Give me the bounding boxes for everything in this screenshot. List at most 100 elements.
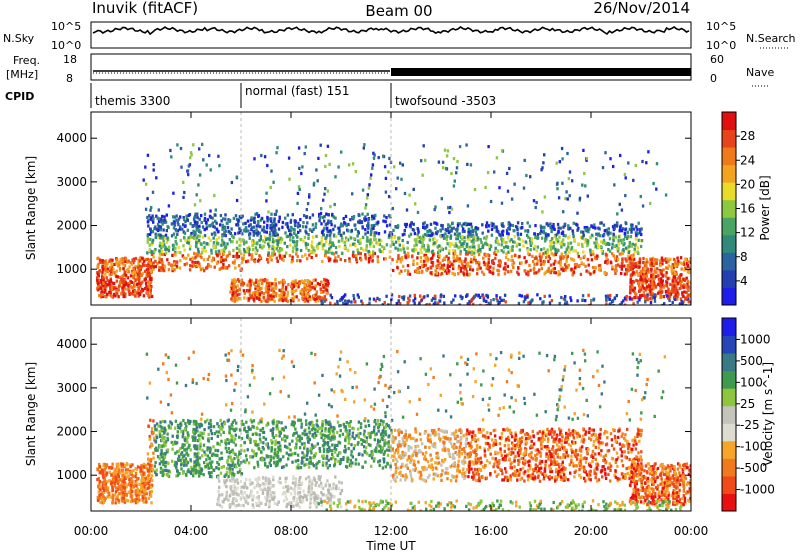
heatmap-cell <box>571 229 574 233</box>
heatmap-cell <box>105 472 108 476</box>
heatmap-cell <box>233 284 236 288</box>
heatmap-cell <box>354 170 357 174</box>
heatmap-cell <box>106 261 109 265</box>
heatmap-cell <box>427 248 430 252</box>
heatmap-cell <box>227 447 230 451</box>
heatmap-cell <box>193 203 197 207</box>
heatmap-cell <box>117 474 120 479</box>
heatmap-cell <box>254 295 257 299</box>
heatmap-cell <box>646 298 649 302</box>
heatmap-cell <box>393 165 396 169</box>
heatmap-cell <box>324 164 327 169</box>
heatmap-cell <box>661 279 664 283</box>
heatmap-cell <box>320 222 323 226</box>
heatmap-cell <box>357 295 360 299</box>
heatmap-cell <box>99 471 103 475</box>
heatmap-cell <box>413 232 417 236</box>
heatmap-cell <box>127 289 131 293</box>
heatmap-cell <box>192 471 196 475</box>
heatmap-cell <box>650 273 653 277</box>
heatmap-cell <box>469 232 472 236</box>
heatmap-cell <box>604 241 607 246</box>
heatmap-cell <box>155 176 158 180</box>
heatmap-cell <box>109 283 113 287</box>
heatmap-cell <box>307 236 310 240</box>
heatmap-cell <box>370 173 373 177</box>
heatmap-cell <box>106 267 109 271</box>
heatmap-cell <box>209 463 213 467</box>
heatmap-cell <box>160 258 163 262</box>
heatmap-cell <box>101 474 105 478</box>
heatmap-cell <box>238 248 241 252</box>
heatmap-cell <box>316 282 320 286</box>
heatmap-cell <box>195 460 198 464</box>
heatmap-cell <box>659 259 662 263</box>
heatmap-cell <box>302 225 305 229</box>
heatmap-cell <box>620 301 623 305</box>
heatmap-cell <box>675 272 678 276</box>
heatmap-cell <box>152 419 155 423</box>
heatmap-cell <box>270 253 274 257</box>
heatmap-cell <box>461 295 464 300</box>
heatmap-cell <box>143 259 146 263</box>
heatmap-cell <box>286 245 289 249</box>
heatmap-cell <box>149 237 152 241</box>
heatmap-cell <box>407 269 410 273</box>
heatmap-cell <box>397 299 400 303</box>
heatmap-cell <box>657 291 660 295</box>
heatmap-cell <box>623 231 627 236</box>
heatmap-cell <box>366 196 369 200</box>
heatmap-cell <box>141 484 144 488</box>
heatmap-cell <box>251 291 255 295</box>
heatmap-cell <box>458 145 462 149</box>
heatmap-cell <box>286 290 289 294</box>
heatmap-cell <box>207 466 211 470</box>
heatmap-cell <box>457 272 460 276</box>
heatmap-cell <box>533 266 536 270</box>
heatmap-cell <box>425 258 428 262</box>
heatmap-cell <box>570 298 573 303</box>
heatmap-cell <box>467 230 470 234</box>
heatmap-cell <box>412 299 415 303</box>
heatmap-cell <box>520 294 523 298</box>
heatmap-cell <box>363 143 366 147</box>
heatmap-cell <box>230 234 234 238</box>
heatmap-cell <box>340 251 344 255</box>
heatmap-cell <box>376 259 379 263</box>
heatmap-cell <box>689 257 691 261</box>
heatmap-cell <box>652 260 655 264</box>
heatmap-cell <box>542 161 545 165</box>
heatmap-cell <box>556 187 559 191</box>
heatmap-cell <box>593 270 596 274</box>
heatmap-cell <box>487 261 490 265</box>
heatmap-cell <box>561 181 564 185</box>
heatmap-cell <box>673 275 676 279</box>
heatmap-cell <box>517 301 521 305</box>
heatmap-cell <box>351 192 354 196</box>
heatmap-cell <box>540 168 543 172</box>
heatmap-cell <box>566 151 569 156</box>
heatmap-cell <box>328 233 332 237</box>
power-heatmap-cells <box>96 142 691 305</box>
heatmap-cell <box>269 226 272 230</box>
heatmap-cell <box>469 222 473 226</box>
heatmap-cell <box>430 260 433 265</box>
heatmap-cell <box>464 257 467 261</box>
heatmap-cell <box>300 292 304 296</box>
heatmap-cell <box>154 265 157 269</box>
heatmap-cell <box>159 236 162 240</box>
heatmap-cell <box>506 264 509 268</box>
heatmap-cell <box>310 240 314 244</box>
heatmap-cell <box>232 216 236 220</box>
heatmap-cell <box>136 465 140 469</box>
heatmap-cell <box>326 279 330 283</box>
heatmap-cell <box>266 278 269 283</box>
heatmap-cell <box>672 265 675 269</box>
heatmap-cell <box>495 236 498 240</box>
heatmap-cell <box>586 244 589 248</box>
heatmap-cell <box>265 230 268 234</box>
heatmap-cell <box>512 240 515 244</box>
heatmap-cell <box>105 295 108 299</box>
heatmap-cell <box>147 285 150 289</box>
heatmap-cell <box>648 261 651 265</box>
